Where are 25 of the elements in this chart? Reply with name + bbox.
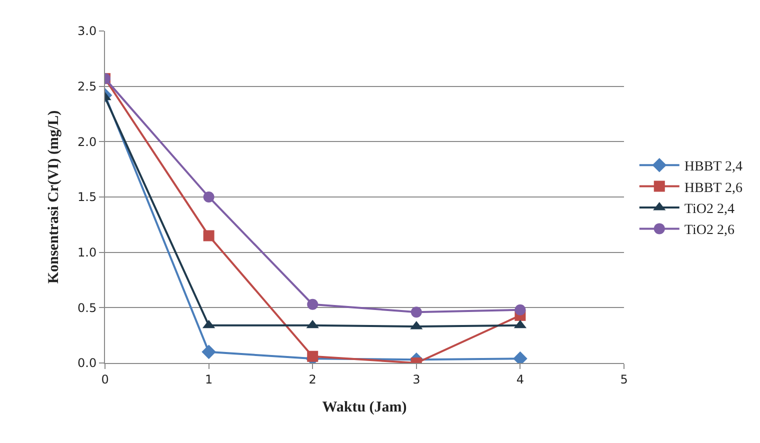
legend-label: HBBT 2,6 [684, 180, 742, 196]
y-tick-label: 2.5 [78, 80, 97, 94]
y-tick-label: 1.0 [78, 246, 97, 260]
x-tick-label: 1 [204, 372, 213, 386]
y-tick-label: 0.0 [78, 356, 97, 370]
y-tick-label: 0.5 [78, 300, 97, 315]
x-axis-title: Waktu (Jam) [322, 399, 407, 416]
legend-label: TiO2 2,6 [684, 223, 734, 238]
point [202, 344, 216, 360]
y-tick-label: 2.0 [78, 134, 97, 149]
legend-label: HBBT 2,4 [684, 160, 742, 175]
x-tick-label: 2 [308, 372, 316, 386]
x-tick-label: 3 [412, 372, 420, 386]
y-tick-label: 1.5 [78, 190, 97, 204]
y-axis-title: Konsentrasi Cr(VI) (mg/L) [46, 110, 62, 284]
x-tick-label: 5 [620, 372, 628, 386]
point [203, 192, 214, 202]
point [307, 298, 318, 310]
y-tick-label: 3.0 [78, 24, 97, 38]
legend-label: TiO2 2,4 [684, 202, 734, 217]
x-tick-label: 4 [516, 372, 524, 386]
point [514, 304, 526, 316]
point [203, 230, 214, 242]
point [410, 306, 422, 318]
x-tick-label: 0 [101, 372, 109, 386]
